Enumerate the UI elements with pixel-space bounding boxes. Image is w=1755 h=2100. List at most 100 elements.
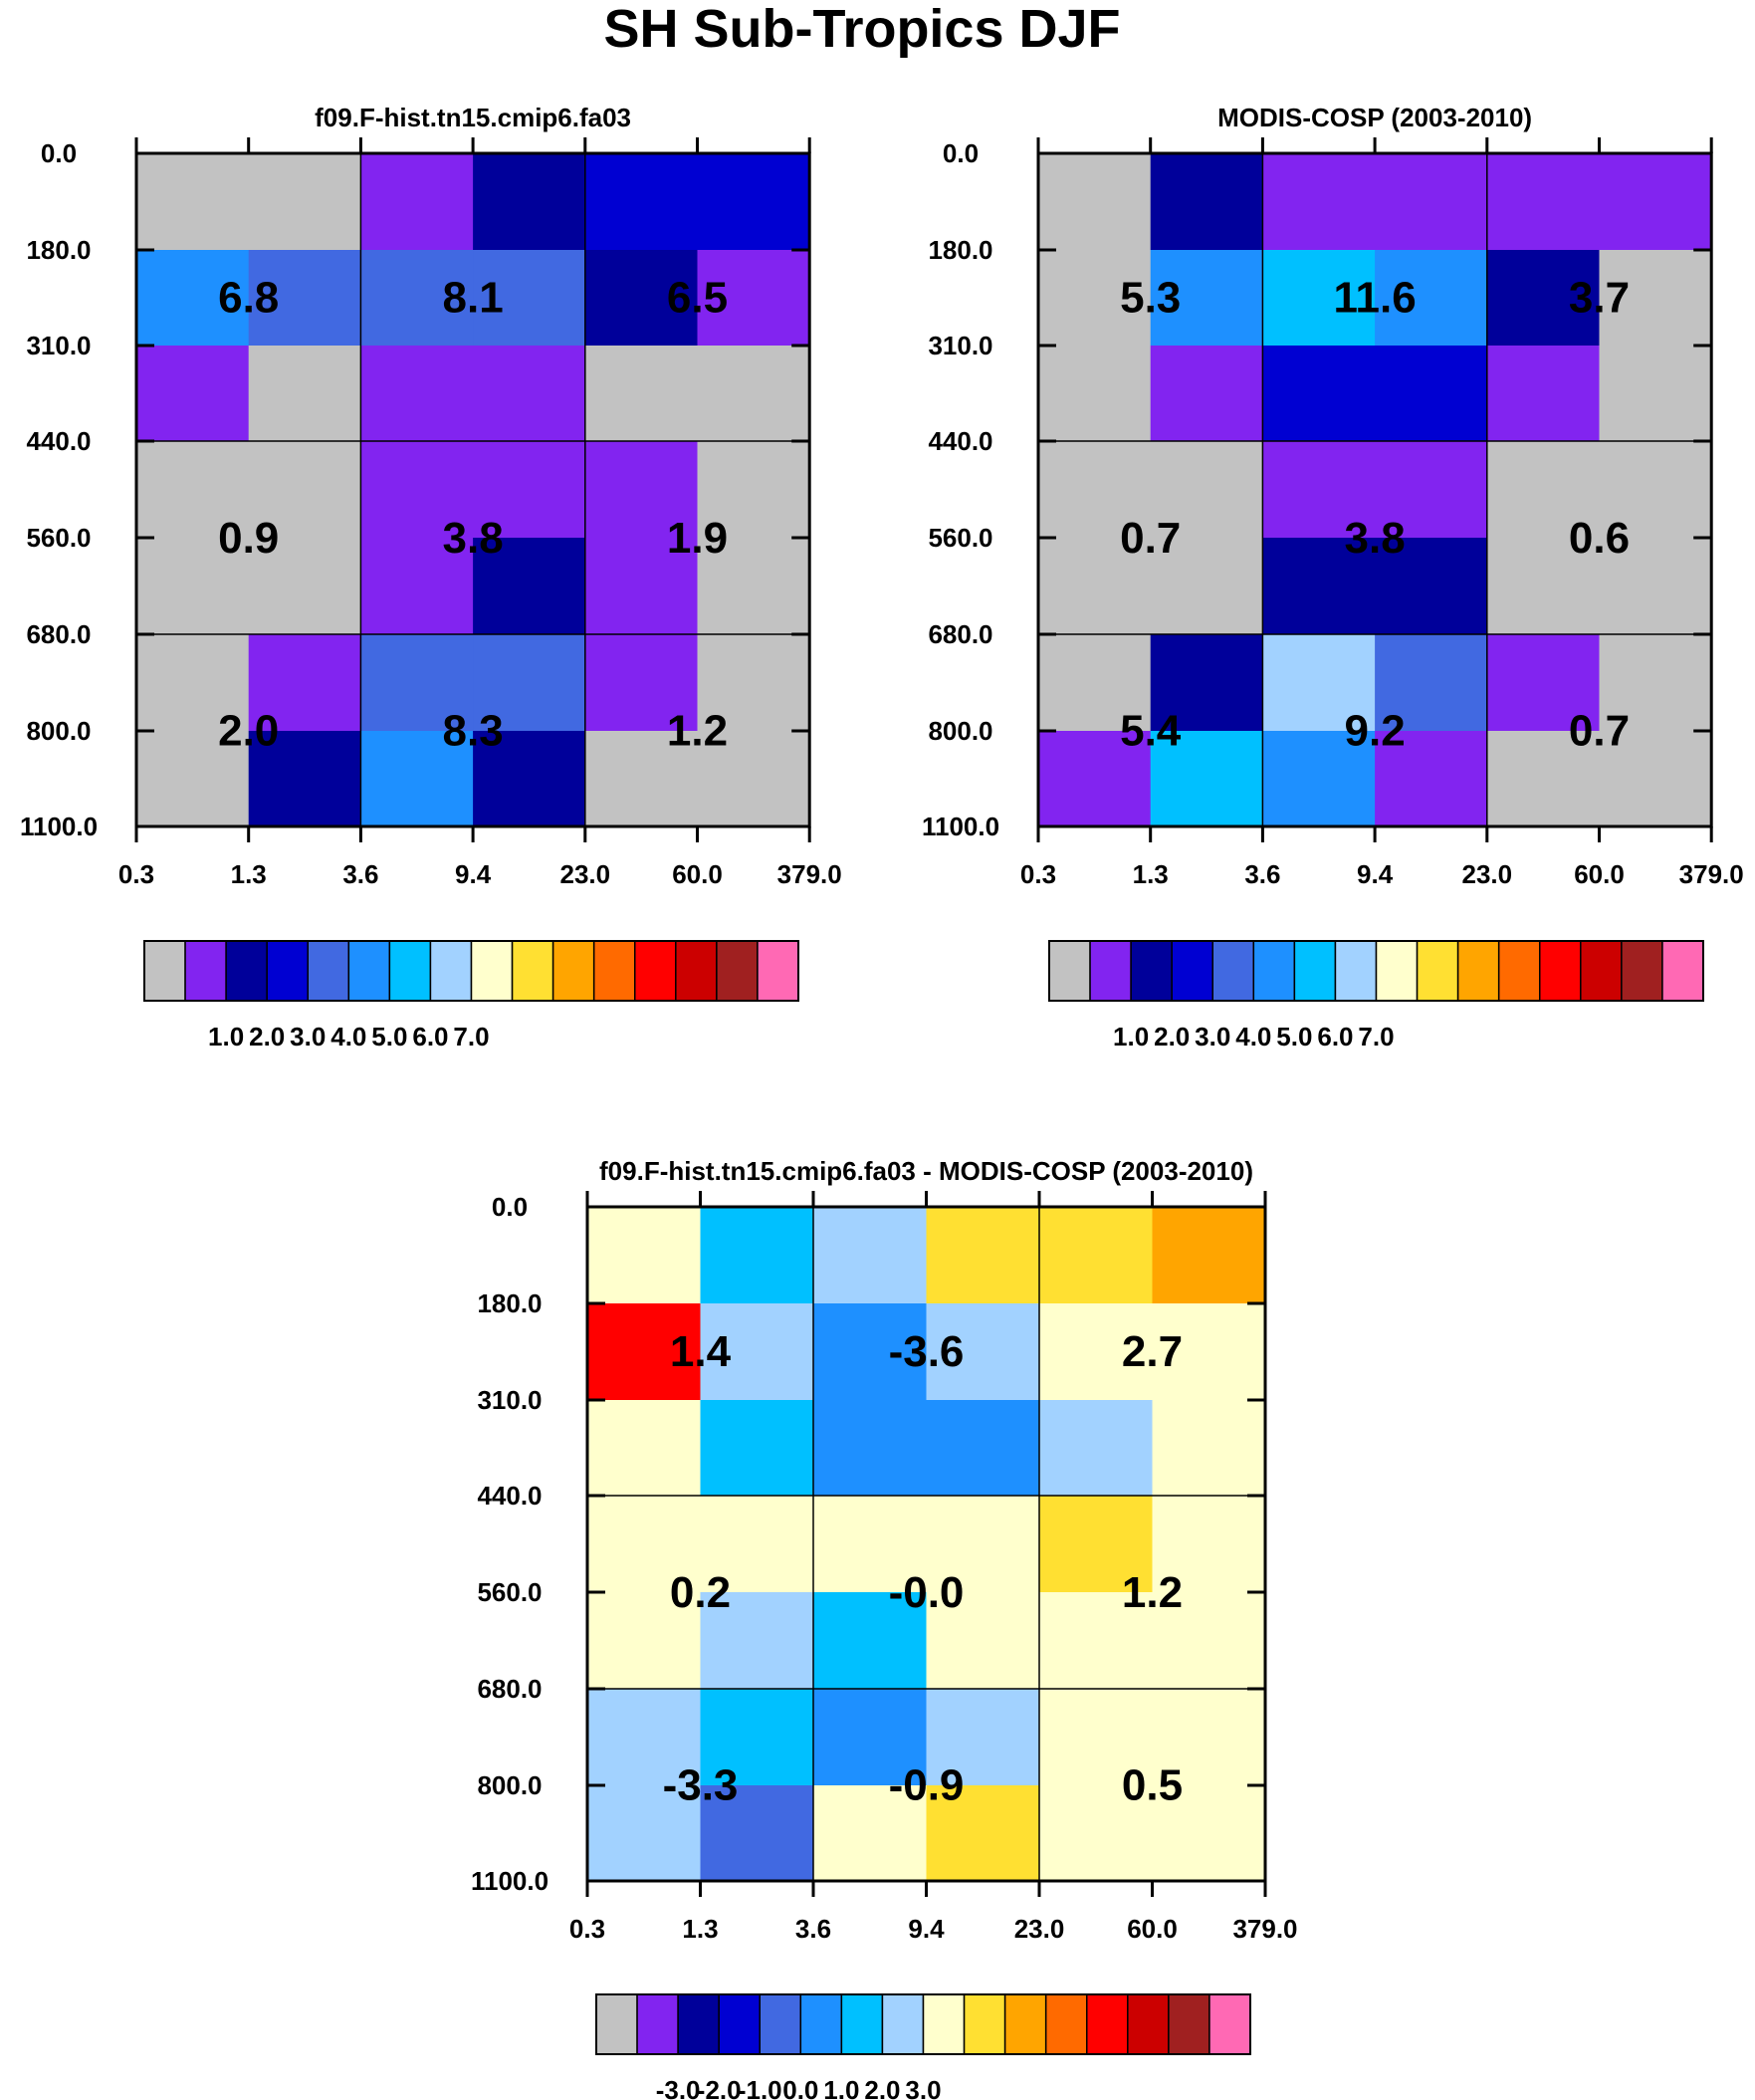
x-tick-label: 1.3	[1133, 859, 1169, 889]
x-tick-label: 9.4	[455, 859, 492, 889]
block-value-label: 5.3	[1120, 274, 1181, 323]
y-tick-label: 180.0	[477, 1288, 542, 1318]
colorbar-label: -3.0	[656, 2075, 701, 2100]
block-value-label: -0.0	[889, 1568, 965, 1617]
y-tick-label: 1100.0	[922, 812, 999, 841]
colorbar-box	[143, 940, 186, 1002]
heatmap-cell	[700, 1592, 814, 1690]
colorbar-box	[1130, 940, 1173, 1002]
block-value-label: 2.0	[218, 707, 279, 756]
colorbar-label: 2.0	[1154, 1022, 1190, 1051]
colorbar-frame	[143, 940, 799, 1002]
heatmap-cell	[1150, 731, 1263, 827]
heatmap-cell	[1375, 634, 1488, 732]
heatmap-cell	[697, 441, 810, 539]
colorbar-label: 4.0	[330, 1022, 366, 1051]
block-value-label: 0.2	[670, 1568, 731, 1617]
y-tick-label: 310.0	[477, 1385, 542, 1415]
panel-model: 0.0 180.0 310.0 440.0 560.0 680.0 800.0 1100.0 0…	[20, 103, 842, 1051]
heatmap-cell	[1150, 346, 1263, 442]
block-value-label: 3.8	[1345, 514, 1406, 563]
heatmap-cell	[697, 250, 810, 347]
heatmap-cell	[1599, 634, 1712, 732]
heatmap-cell	[926, 1785, 1040, 1882]
heatmap-cell	[136, 250, 250, 347]
x-tick-label: 23.0	[1014, 1914, 1065, 1944]
heatmap-cell	[1039, 1303, 1154, 1401]
heatmap-cell	[926, 1400, 1040, 1497]
heatmap-cell	[1038, 153, 1152, 251]
colorbar-box	[1252, 940, 1296, 1002]
y-tick-label: 440.0	[928, 426, 992, 456]
heatmap-cell	[697, 731, 810, 827]
block-value-label: 1.2	[667, 707, 728, 756]
heatmap-cell	[1152, 1689, 1266, 1786]
colorbar-box	[1661, 940, 1704, 1002]
heatmap-cell	[1375, 441, 1488, 539]
block-value-label: 0.7	[1120, 514, 1181, 563]
heatmap-cell	[584, 538, 699, 635]
y-tick-label: 560.0	[26, 523, 91, 553]
heatmap-cell	[1599, 731, 1712, 827]
y-tick-label: 440.0	[477, 1481, 542, 1511]
heatmap-cell	[813, 1303, 928, 1401]
heatmap-cell	[473, 153, 586, 251]
colorbar-label: 4.0	[1235, 1022, 1271, 1051]
heatmap-cell	[248, 634, 361, 732]
y-tick-label: 180.0	[928, 235, 992, 265]
heatmap-cell	[700, 1496, 814, 1593]
colorbar-box	[1003, 1993, 1047, 2055]
colorbar-box	[963, 1993, 1006, 2055]
heatmap-cell	[587, 1689, 702, 1786]
colorbar-box	[1416, 940, 1459, 1002]
x-tick-label: 3.6	[342, 859, 378, 889]
heatmap-cell	[1486, 731, 1601, 827]
heatmap-cell	[1152, 1496, 1266, 1593]
colorbar-frame	[1048, 940, 1704, 1002]
heatmap-cell	[1038, 250, 1152, 347]
block-value-label: 6.5	[667, 274, 728, 323]
heatmap-cell	[700, 1400, 814, 1497]
colorbar-label: -2.0	[697, 2075, 742, 2100]
heatmap-cell	[1039, 1496, 1154, 1593]
colorbar-box	[225, 940, 268, 1002]
heatmap-cell	[136, 346, 250, 442]
colorbar-label: 3.0	[290, 1022, 326, 1051]
y-tick-label: 1100.0	[471, 1866, 548, 1896]
colorbar-box	[1168, 1993, 1210, 2055]
heatmap-cell	[1039, 1785, 1154, 1882]
colorbar-box	[184, 940, 227, 1002]
colorbar-label: 0.0	[782, 2075, 818, 2100]
colorbar-label: -1.0	[738, 2075, 782, 2100]
heatmap-cell	[136, 441, 250, 539]
y-tick-label: 440.0	[26, 426, 91, 456]
heatmap-cell	[1262, 731, 1376, 827]
x-tick-label: 379.0	[1679, 859, 1744, 889]
y-tick-label: 0.0	[492, 1192, 528, 1222]
colorbar-box	[1171, 940, 1213, 1002]
heatmap-cell	[1039, 1689, 1154, 1786]
heatmap-cell	[473, 731, 586, 827]
y-tick-label: 310.0	[928, 331, 992, 360]
colorbar-box	[266, 940, 309, 1002]
heatmap-cell	[926, 1303, 1040, 1401]
heatmap-cell	[926, 1689, 1040, 1786]
heatmap-cell	[813, 1496, 928, 1593]
heatmap-cell	[1039, 1592, 1154, 1690]
panel-title: f09.F-hist.tn15.cmip6.fa03 - MODIS-COSP …	[599, 1156, 1253, 1186]
colorbar-box	[1456, 940, 1500, 1002]
colorbar-label: 7.0	[453, 1022, 489, 1051]
y-tick-label: 800.0	[26, 716, 91, 746]
colorbar-label: 3.0	[1195, 1022, 1230, 1051]
colorbar-box	[881, 1993, 925, 2055]
colorbar-box	[1211, 940, 1255, 1002]
block-value-label: 11.6	[1333, 274, 1416, 323]
heatmap-cell	[473, 250, 586, 347]
heatmap-cell	[697, 538, 810, 635]
heatmap-cell	[1150, 250, 1263, 347]
y-tick-label: 680.0	[928, 619, 992, 649]
colorbar-box	[551, 940, 595, 1002]
x-tick-label: 0.3	[118, 859, 154, 889]
heatmap-cell	[584, 250, 699, 347]
block-value-label: 0.7	[1569, 707, 1630, 756]
